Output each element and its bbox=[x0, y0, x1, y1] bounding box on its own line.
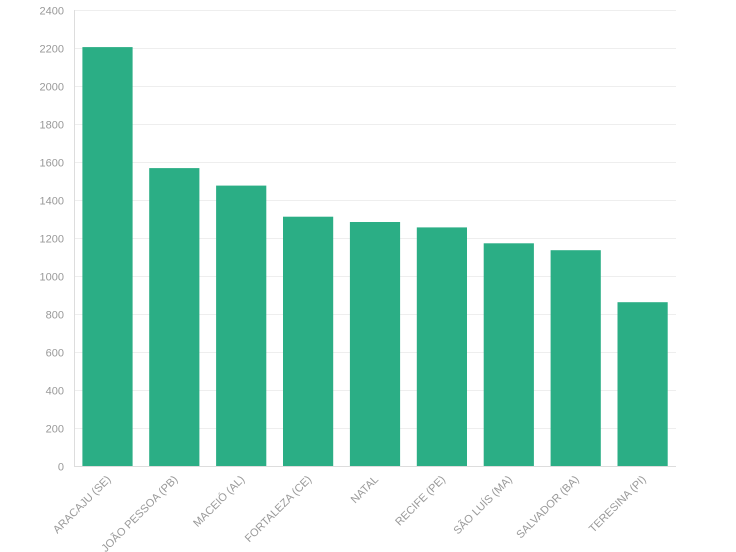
bar[interactable] bbox=[82, 47, 133, 466]
bar[interactable] bbox=[149, 168, 200, 466]
bar[interactable] bbox=[617, 302, 668, 466]
bar[interactable] bbox=[216, 185, 267, 466]
x-axis-category-labels: ARACAJU (SE)JOÃO PESSOA (PB) MACEIÓ (AL)F… bbox=[51, 473, 649, 552]
bar[interactable] bbox=[550, 250, 601, 466]
bar[interactable] bbox=[283, 216, 334, 466]
y-tick-label: 1600 bbox=[40, 158, 64, 170]
x-category-label: SÃO LUÍS (MA) bbox=[451, 473, 515, 537]
x-category-label: JOÃO PESSOA (PB) bbox=[99, 473, 181, 552]
x-category-label: TERESINA (PI) bbox=[587, 474, 649, 536]
bar[interactable] bbox=[349, 222, 401, 466]
y-tick-label: 1200 bbox=[40, 234, 64, 246]
y-tick-label: 2400 bbox=[40, 6, 64, 18]
y-tick-label: 200 bbox=[46, 424, 64, 436]
x-category-label: NATAL bbox=[349, 474, 381, 506]
y-tick-label: 1800 bbox=[40, 120, 64, 132]
y-tick-label: 800 bbox=[46, 310, 64, 322]
bar[interactable] bbox=[416, 227, 467, 466]
y-tick-label: 0 bbox=[58, 462, 64, 474]
y-tick-label: 2000 bbox=[40, 82, 64, 94]
bar[interactable] bbox=[483, 243, 534, 466]
x-category-label: MACEIÓ (AL) bbox=[191, 473, 248, 530]
y-tick-label: 400 bbox=[46, 386, 64, 398]
x-category-label: RECIFE (PE) bbox=[393, 474, 448, 529]
x-category-label: ARACAJU (SE) bbox=[51, 474, 114, 537]
y-tick-label: 1000 bbox=[40, 272, 64, 284]
y-tick-label: 600 bbox=[46, 348, 64, 360]
x-category-label: SALVADOR (BA) bbox=[514, 474, 581, 541]
y-axis-tick-labels: 0 200 400 600 800 1000 1200 1400 1600 1800 2000 220… bbox=[40, 6, 64, 474]
y-tick-label: 1400 bbox=[40, 196, 64, 208]
y-tick-label: 2200 bbox=[40, 44, 64, 56]
x-category-label: FORTALEZA (CE) bbox=[243, 474, 314, 545]
bars bbox=[82, 47, 668, 466]
